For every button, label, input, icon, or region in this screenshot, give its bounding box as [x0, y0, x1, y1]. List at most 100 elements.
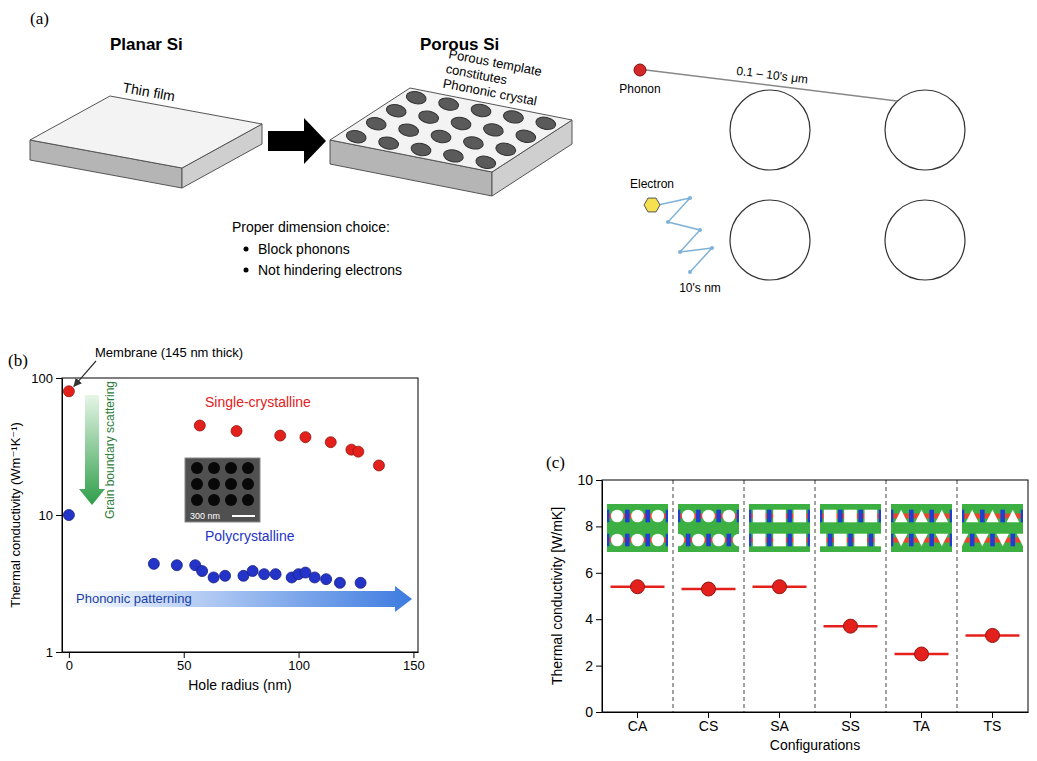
separator: [673, 480, 674, 712]
y-axis-line: [62, 379, 63, 653]
y-axis: 1 10 100: [31, 371, 62, 660]
map-cold: [909, 534, 914, 547]
map-cold: [666, 510, 668, 523]
tick-mark: [299, 652, 300, 658]
point: [986, 628, 1000, 642]
separator: [957, 480, 958, 712]
pore-circle: [885, 200, 965, 280]
point: [270, 569, 281, 580]
point: [334, 577, 345, 588]
map-cold: [909, 510, 914, 523]
point: [259, 569, 270, 580]
map-ground: [820, 504, 881, 552]
field-map: [962, 504, 1023, 552]
x-axis: CACSSASSTATS: [603, 712, 1029, 734]
figure: (a)Planar SiPorous SiThin filmPorous tem…: [0, 0, 1037, 761]
x-axis-tick: TS: [984, 712, 1002, 734]
tick-mark: [69, 652, 70, 658]
map-hole: [996, 534, 1009, 547]
series: [63, 386, 384, 471]
axis-title: Configurations: [770, 737, 860, 753]
plot-frame: [62, 378, 418, 652]
panel-a: (a)Planar SiPorous SiThin filmPorous tem…: [30, 9, 965, 295]
pore: [385, 103, 407, 119]
tick-label: 1: [46, 645, 53, 660]
map-hole: [1007, 510, 1020, 523]
tick-label: SS: [841, 718, 860, 734]
map-cold: [645, 534, 650, 547]
y-axis-tick: 4: [585, 611, 602, 627]
map-hole: [895, 534, 908, 547]
panel-label: (c): [546, 453, 565, 472]
map-cold: [970, 534, 975, 547]
map-cold: [980, 510, 985, 523]
y-axis-tick: 10: [577, 472, 602, 488]
y-axis-line: [602, 481, 603, 713]
tick-mark: [413, 652, 414, 658]
patterning-arrow: [67, 586, 412, 612]
tick-mark: [184, 652, 185, 658]
panel-label: (a): [30, 9, 49, 28]
separator: [744, 480, 745, 712]
pore: [450, 116, 472, 132]
map-hole: [895, 510, 908, 523]
x-axis-tick: CS: [699, 712, 718, 734]
annotation: Membrane (145 nm thick): [95, 345, 243, 360]
y-axis-tick: 10: [39, 508, 62, 523]
map-hole: [794, 510, 807, 523]
map-ground: [678, 504, 739, 552]
map-hole: [652, 534, 665, 547]
sem-hole: [208, 478, 220, 490]
map-cold: [808, 510, 810, 523]
map-hole: [712, 534, 725, 547]
map-cold: [950, 534, 952, 547]
pore: [438, 96, 460, 112]
map-hole: [652, 510, 665, 523]
pore: [515, 128, 537, 144]
sem-hole: [242, 494, 254, 506]
label: Proper dimension choice:: [232, 219, 390, 235]
map-hole: [844, 510, 857, 523]
field-map: [678, 504, 739, 552]
pore: [482, 122, 504, 138]
panel-label: (b): [8, 351, 28, 370]
map-hole: [682, 510, 695, 523]
x-axis-line: [63, 652, 419, 653]
map-hole: [834, 534, 847, 547]
sem-hole: [242, 478, 254, 490]
y-axis-tick: 1: [46, 645, 62, 660]
map-ground: [891, 504, 952, 552]
map-cold: [891, 534, 893, 547]
pore-circle: [730, 200, 810, 280]
pore: [535, 115, 557, 131]
map-cold: [962, 510, 964, 523]
map-hole: [773, 510, 786, 523]
y-axis-tick: 100: [31, 371, 62, 386]
block-arrow: [268, 118, 326, 164]
map-hole: [966, 510, 979, 523]
map-hole: [631, 534, 644, 547]
pore: [345, 129, 367, 145]
annotation: Grain boundary scattering: [103, 381, 117, 519]
y-axis-tick: 2: [585, 658, 602, 674]
title: Planar Si: [110, 35, 183, 54]
map-hole: [723, 510, 736, 523]
tick-label: 0: [66, 658, 73, 673]
series-label: Single-crystalline: [205, 394, 311, 410]
map-cold: [929, 534, 934, 547]
point: [171, 560, 182, 571]
point: [231, 426, 242, 437]
map-ground: [962, 504, 1023, 552]
map-hole: [936, 534, 949, 547]
map-hole: [820, 534, 826, 547]
field-map: [891, 504, 952, 552]
map-cold: [625, 510, 630, 523]
map-cold: [808, 534, 810, 547]
sem-inset: [185, 458, 260, 522]
annotation: Phononic patterning: [76, 591, 192, 606]
map-cold: [607, 510, 609, 523]
axis-title: Thermal conductivity (Wm⁻¹K⁻¹): [8, 422, 23, 608]
scatter-event: [666, 220, 670, 224]
tick-label: SA: [770, 718, 789, 734]
bullet: [244, 247, 249, 252]
